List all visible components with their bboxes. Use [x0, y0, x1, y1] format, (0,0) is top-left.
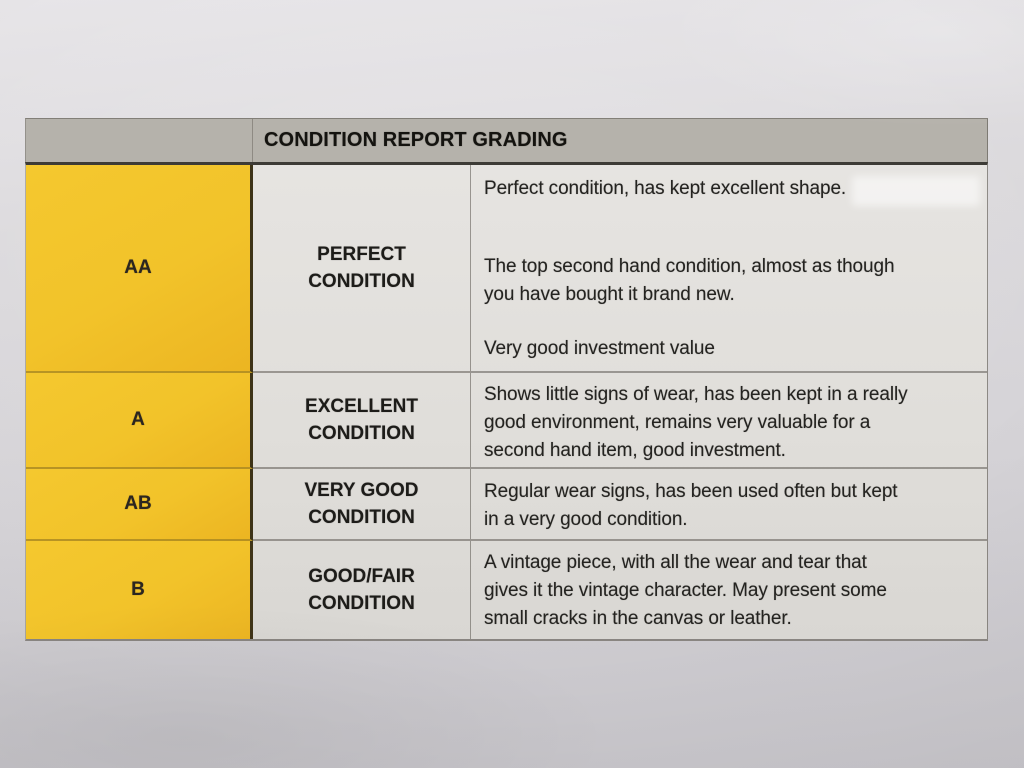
description-cell-b: A vintage piece, with all the wear and t…: [471, 541, 987, 639]
table-row-a: A EXCELLENT CONDITION Shows little signs…: [26, 373, 987, 469]
description-paragraph: The top second hand condition, almost as…: [484, 256, 895, 305]
description-paragraph: A vintage piece, with all the wear and t…: [484, 552, 887, 629]
table-row-b: B GOOD/FAIR CONDITION A vintage piece, w…: [26, 541, 987, 639]
table-row-aa: AA PERFECT CONDITION Perfect condition, …: [26, 165, 987, 373]
grade-cell-aa: AA: [26, 165, 253, 373]
table-body: AA PERFECT CONDITION Perfect condition, …: [25, 162, 988, 641]
condition-label-b: GOOD/FAIR CONDITION: [253, 541, 471, 639]
table-header-row: CONDITION REPORT GRADING: [25, 118, 988, 162]
table-row-ab: AB VERY GOOD CONDITION Regular wear sign…: [26, 469, 987, 541]
description-paragraph: Very good investment value: [484, 338, 715, 359]
condition-label-aa: PERFECT CONDITION: [253, 165, 471, 373]
table-title: CONDITION REPORT GRADING: [264, 129, 568, 151]
condition-label-ab: VERY GOOD CONDITION: [253, 469, 471, 541]
grade-cell-ab: AB: [26, 469, 253, 541]
grade-cell-a: A: [26, 373, 253, 469]
description-cell-ab: Regular wear signs, has been used often …: [471, 469, 987, 541]
description-paragraph: Shows little signs of wear, has been kep…: [484, 384, 908, 461]
description-paragraph: Perfect condition, has kept excellent sh…: [484, 178, 847, 199]
description-cell-a: Shows little signs of wear, has been kep…: [471, 373, 987, 469]
header-grade-spacer: [26, 119, 253, 162]
description-paragraph: Regular wear signs, has been used often …: [484, 481, 898, 530]
condition-grading-table: CONDITION REPORT GRADING AA PERFECT COND…: [25, 118, 988, 641]
condition-label-a: EXCELLENT CONDITION: [253, 373, 471, 469]
description-cell-aa: Perfect condition, has kept excellent sh…: [471, 165, 987, 373]
grade-cell-b: B: [26, 541, 253, 639]
